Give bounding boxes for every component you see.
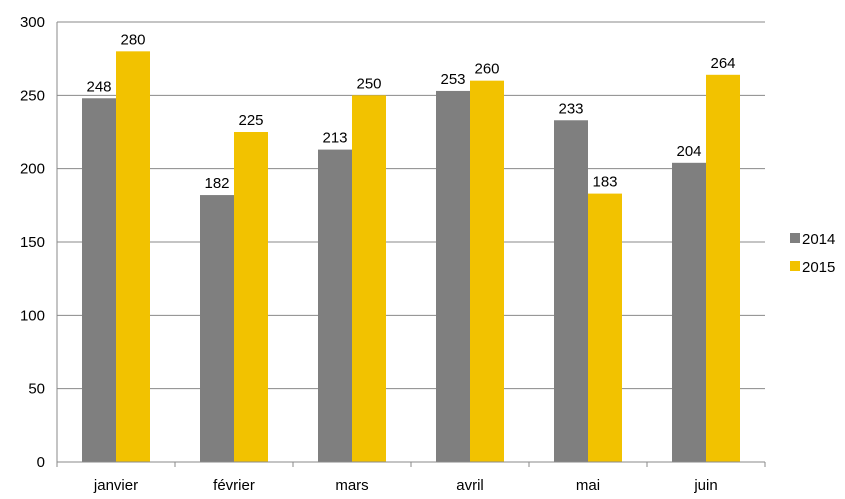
- data-labels: 248 280 182 225 213 250 253 260 233 183 204 264: [86, 31, 735, 192]
- x-tick-label: avril: [456, 477, 484, 494]
- y-tick-label: 250: [20, 87, 45, 104]
- bars: [82, 51, 740, 463]
- data-label: 250: [356, 75, 381, 92]
- legend-label: 2014: [802, 231, 835, 248]
- bar-2015-juin: [706, 74, 740, 463]
- x-tick-label: mars: [335, 477, 368, 494]
- data-label: 264: [710, 55, 735, 72]
- y-tick-label: 100: [20, 307, 45, 324]
- data-label: 213: [322, 130, 347, 147]
- bar-2014-janvier: [82, 98, 116, 463]
- data-label: 183: [592, 174, 617, 191]
- legend: 2014 2015: [790, 231, 835, 276]
- bar-2014-juin: [672, 162, 706, 463]
- bar-2014-mai: [554, 120, 588, 463]
- gridlines: [57, 21, 765, 390]
- data-label: 182: [204, 175, 229, 192]
- x-tick-label: janvier: [93, 477, 138, 494]
- legend-label: 2015: [802, 259, 835, 276]
- axes: 0 50 100 150 200 250 300 janvier février mars avri…: [20, 14, 766, 494]
- bar-2014-février: [200, 195, 234, 463]
- bar-2015-mai: [588, 193, 622, 462]
- legend-swatch: [790, 233, 800, 243]
- y-tick-label: 0: [37, 454, 45, 471]
- data-label: 204: [676, 143, 701, 160]
- x-tick-label: juin: [693, 477, 717, 494]
- legend-swatch: [790, 261, 800, 271]
- y-tick-label: 200: [20, 161, 45, 178]
- bar-2014-mars: [318, 149, 352, 462]
- data-label: 225: [238, 112, 263, 129]
- data-label: 233: [558, 100, 583, 117]
- data-label: 260: [474, 61, 499, 78]
- bar-2015-janvier: [116, 51, 150, 462]
- x-tick-label: mai: [576, 477, 600, 494]
- bar-2015-mars: [352, 95, 386, 462]
- bar-2014-avril: [436, 90, 470, 462]
- data-label: 253: [440, 71, 465, 88]
- bar-2015-avril: [470, 80, 504, 463]
- y-tick-label: 150: [20, 234, 45, 251]
- data-label: 248: [86, 78, 111, 95]
- x-tick-label: février: [213, 477, 255, 494]
- data-label: 280: [120, 31, 145, 48]
- y-tick-label: 300: [20, 14, 45, 31]
- bar-2015-février: [234, 132, 268, 462]
- y-tick-label: 50: [28, 381, 45, 398]
